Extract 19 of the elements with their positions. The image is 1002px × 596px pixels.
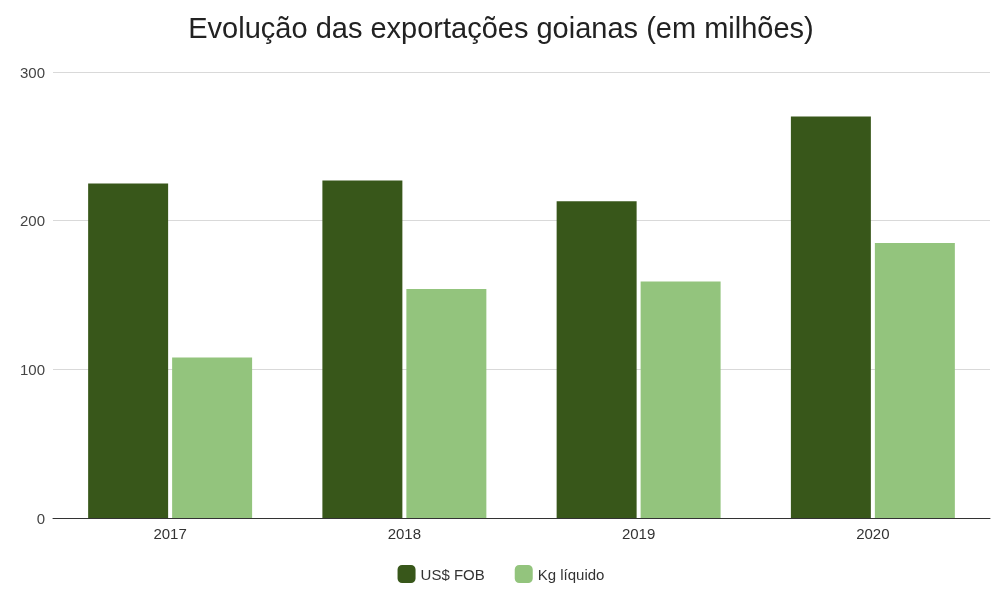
x-tick-label: 2020 — [856, 525, 890, 542]
x-tick-label: 2017 — [153, 525, 187, 542]
y-tick-label: 0 — [36, 509, 45, 527]
bar — [172, 357, 253, 518]
y-tick-label: 200 — [19, 212, 45, 230]
bar — [874, 242, 955, 518]
legend-label: US$ FOB — [420, 565, 485, 583]
bar — [406, 289, 487, 518]
x-tick-label: 2018 — [387, 525, 422, 542]
bar — [88, 183, 169, 518]
y-tick-label: 300 — [19, 63, 45, 81]
bar — [640, 281, 721, 518]
bar — [790, 116, 871, 518]
chart-title: Evolução das exportações goianas (em milhões) — [188, 11, 814, 44]
y-tick-label: 100 — [19, 360, 45, 378]
x-tick-label: 2019 — [621, 525, 656, 542]
bar — [322, 180, 403, 518]
bar — [556, 201, 637, 518]
legend-label: Kg líquido — [537, 565, 605, 583]
